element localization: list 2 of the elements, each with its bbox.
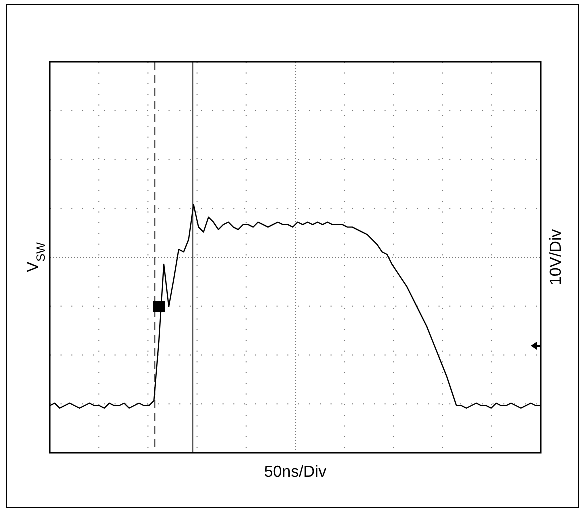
- x-axis-title: 50ns/Div: [264, 464, 327, 481]
- y2-axis-title: 10V/Div: [548, 229, 565, 286]
